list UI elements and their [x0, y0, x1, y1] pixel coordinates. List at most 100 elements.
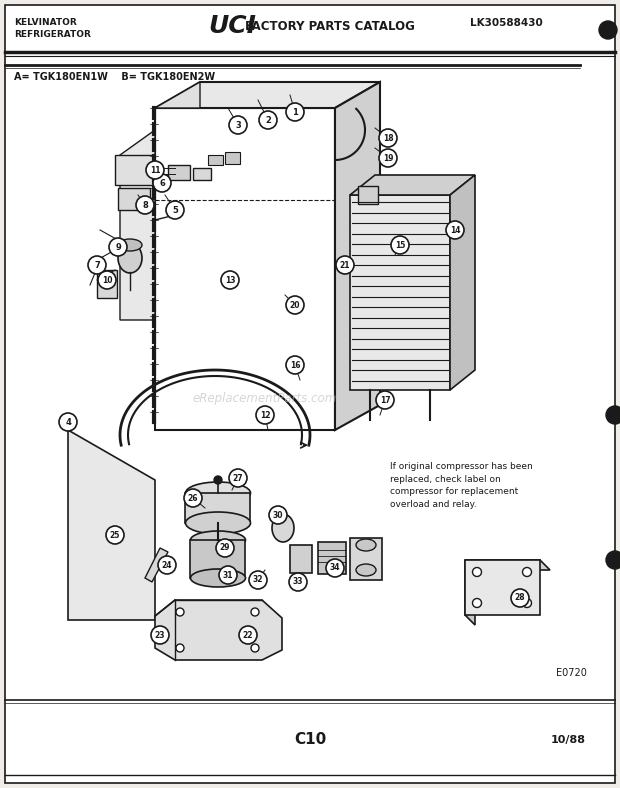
Polygon shape	[465, 560, 550, 570]
Text: 21: 21	[340, 261, 350, 269]
Text: FACTORY PARTS CATALOG: FACTORY PARTS CATALOG	[245, 20, 415, 33]
Text: 33: 33	[293, 578, 303, 586]
Polygon shape	[465, 560, 540, 615]
Circle shape	[59, 413, 77, 431]
Text: 27: 27	[232, 474, 243, 482]
Text: C10: C10	[294, 733, 326, 748]
Text: E0720: E0720	[556, 668, 587, 678]
Text: 19: 19	[383, 154, 393, 162]
Text: 28: 28	[515, 593, 525, 603]
Ellipse shape	[272, 514, 294, 542]
Polygon shape	[350, 195, 450, 390]
Circle shape	[289, 573, 307, 591]
Polygon shape	[335, 82, 380, 430]
Text: 14: 14	[450, 225, 460, 235]
Circle shape	[251, 608, 259, 616]
Ellipse shape	[356, 539, 376, 551]
Circle shape	[229, 469, 247, 487]
Circle shape	[606, 551, 620, 569]
Text: 12: 12	[260, 411, 270, 419]
Text: 17: 17	[379, 396, 391, 404]
Bar	[193, 168, 211, 180]
Ellipse shape	[118, 243, 142, 273]
Circle shape	[136, 196, 154, 214]
Circle shape	[259, 111, 277, 129]
Bar	[185, 493, 250, 523]
Circle shape	[184, 489, 202, 507]
Ellipse shape	[185, 482, 250, 504]
Text: 3: 3	[235, 121, 241, 129]
Circle shape	[376, 391, 394, 409]
Circle shape	[379, 149, 397, 167]
Polygon shape	[145, 548, 168, 582]
Circle shape	[88, 256, 106, 274]
Circle shape	[98, 271, 116, 289]
Text: 15: 15	[395, 240, 405, 250]
Bar	[208, 155, 223, 165]
Polygon shape	[120, 130, 155, 320]
Circle shape	[166, 201, 184, 219]
Text: 29: 29	[219, 544, 230, 552]
Ellipse shape	[356, 564, 376, 576]
Circle shape	[214, 476, 222, 484]
Text: REFRIGERATOR: REFRIGERATOR	[14, 30, 91, 39]
Text: 4: 4	[65, 418, 71, 426]
Text: 10/88: 10/88	[551, 735, 585, 745]
Bar	[118, 188, 150, 210]
Text: 5: 5	[172, 206, 178, 214]
Text: 16: 16	[290, 360, 300, 370]
Circle shape	[391, 236, 409, 254]
Circle shape	[336, 256, 354, 274]
Circle shape	[523, 599, 531, 608]
Ellipse shape	[118, 239, 142, 251]
Text: 25: 25	[110, 530, 120, 540]
Text: 30: 30	[273, 511, 283, 519]
Circle shape	[286, 103, 304, 121]
Circle shape	[256, 406, 274, 424]
Circle shape	[606, 406, 620, 424]
Circle shape	[109, 238, 127, 256]
Text: 10: 10	[102, 276, 112, 284]
Polygon shape	[155, 600, 282, 660]
Text: 20: 20	[290, 300, 300, 310]
Bar	[225, 152, 240, 164]
Circle shape	[158, 556, 176, 574]
Polygon shape	[68, 430, 155, 620]
Text: 34: 34	[330, 563, 340, 573]
Circle shape	[151, 626, 169, 644]
Circle shape	[239, 626, 257, 644]
Circle shape	[472, 567, 482, 577]
Circle shape	[176, 644, 184, 652]
Circle shape	[153, 174, 171, 192]
Polygon shape	[450, 175, 475, 390]
Bar	[97, 270, 117, 298]
Text: 7: 7	[94, 261, 100, 269]
Text: 1: 1	[292, 107, 298, 117]
Bar	[115, 155, 153, 185]
Bar	[290, 545, 312, 573]
Text: 6: 6	[159, 179, 165, 188]
Circle shape	[249, 571, 267, 589]
Circle shape	[251, 644, 259, 652]
Circle shape	[176, 608, 184, 616]
Text: 31: 31	[223, 571, 233, 579]
Polygon shape	[155, 82, 380, 108]
Text: KELVINATOR: KELVINATOR	[14, 18, 77, 27]
Text: UCI: UCI	[208, 14, 256, 38]
Circle shape	[106, 526, 124, 544]
Bar	[318, 542, 346, 574]
Ellipse shape	[190, 569, 246, 587]
Ellipse shape	[190, 531, 246, 549]
Text: 8: 8	[142, 200, 148, 210]
Circle shape	[286, 296, 304, 314]
Text: 2: 2	[265, 116, 271, 125]
Circle shape	[229, 116, 247, 134]
Circle shape	[286, 356, 304, 374]
Text: 24: 24	[162, 560, 172, 570]
Circle shape	[472, 599, 482, 608]
Text: 23: 23	[155, 630, 166, 640]
Circle shape	[446, 221, 464, 239]
Circle shape	[269, 506, 287, 524]
Ellipse shape	[185, 512, 250, 534]
Circle shape	[599, 21, 617, 39]
